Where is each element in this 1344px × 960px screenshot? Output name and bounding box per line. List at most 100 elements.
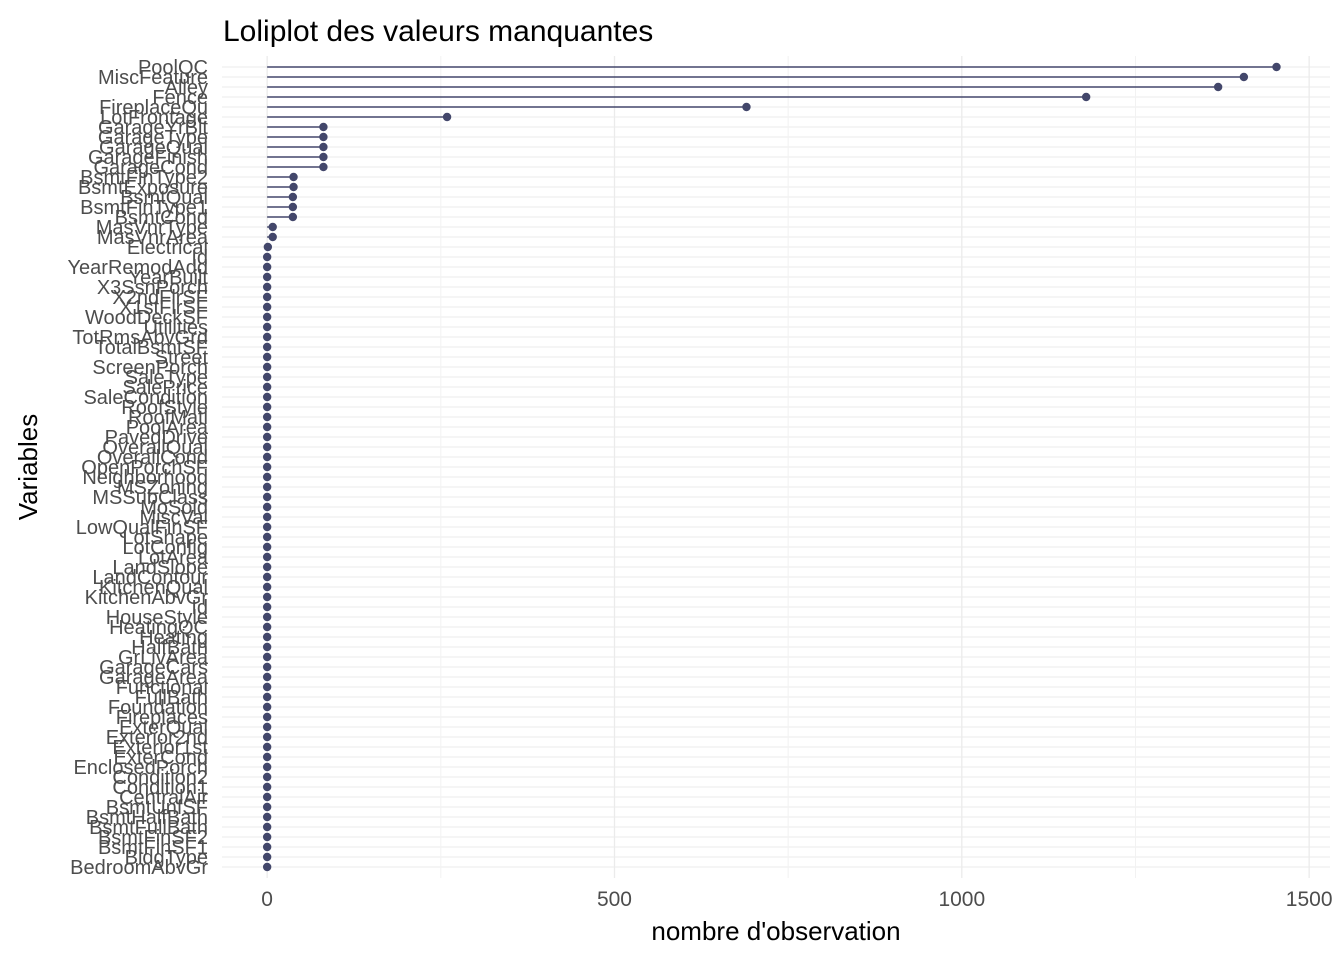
y-tick-label: SalePrice [122,377,208,399]
lollipop-point [262,692,272,702]
lollipop-point [262,782,272,792]
lollipop-point [262,772,272,782]
lollipop-point [289,172,298,182]
y-tick-label: LotConfig [122,537,208,559]
lollipop-point [262,562,272,572]
y-tick-label: Id [191,247,208,269]
y-tick-label: OpenPorchSF [81,457,208,479]
lollipop-point [262,762,272,772]
y-tick-label: GarageFinish [88,147,208,169]
y-tick-label: SaleType [125,367,208,389]
lollipop-point [262,652,272,662]
lollipop-point [262,632,272,642]
lollipop-point [262,262,272,272]
y-tick-label: LandContour [92,567,208,589]
y-tick-label: LowQualFinSF [76,517,208,539]
lollipop-point [262,522,272,532]
y-tick-label: MSSubClass [92,487,208,509]
lollipop-point [262,292,272,302]
y-tick-label: LotShape [122,527,208,549]
lollipop-point [262,512,272,522]
y-tick-label: BsmtUnfSF [106,797,208,819]
y-tick-label: Id [191,597,208,619]
lollipop-point [262,362,272,372]
y-tick-label: Street [155,347,209,369]
y-tick-label: MasVnrType [96,217,208,239]
y-tick-label: BsmtCond [115,207,208,229]
y-tick-label: PoolArea [126,417,209,439]
y-tick-label: Fence [152,87,208,109]
lollipop-point [262,642,272,652]
y-axis-title: Variables [13,414,43,520]
y-tick-label: HeatingQC [109,617,208,639]
lollipop-point [288,192,298,202]
lollipop-point [442,112,452,122]
y-tick-label: Heating [139,627,208,649]
lollipop-point [262,682,272,692]
lollipop-point [262,422,272,432]
y-tick-label: GarageYrBlt [98,117,208,139]
y-tick-label: BsmtHalfBath [86,807,208,829]
lollipop-point [262,572,272,582]
lollipop-point [263,242,273,252]
y-tick-label: TotalBsmtSF [95,337,208,359]
lollipop-point [262,752,272,762]
y-tick-label: RoofMatl [128,407,208,429]
y-tick-label: LotArea [138,547,209,569]
lollipop-point [1272,62,1281,72]
y-tick-label: GrLivArea [118,647,209,669]
y-tick-label: GarageCond [93,157,208,179]
y-tick-labels: PoolQCMiscFeatureAlleyFenceFireplaceQuLo… [68,57,209,879]
lollipop-point [262,492,272,502]
y-tick-label: EnclosedPorch [73,757,208,779]
lollipop-point [262,852,272,862]
y-tick-label: BsmtExposure [78,177,208,199]
lollipop-point [288,202,298,212]
lollipop-point [262,322,272,332]
y-tick-label: Functional [116,677,208,699]
x-tick-label: 500 [597,888,632,911]
y-tick-label: FireplaceQu [99,97,208,119]
y-tick-label: MasVnrArea [97,227,209,249]
lollipop-point [262,412,272,422]
y-tick-label: FullBath [135,687,208,709]
y-tick-label: Utilities [144,317,208,339]
y-tick-label: MiscFeature [98,67,208,89]
chart-title: Loliplot des valeurs manquantes [223,15,653,48]
lollipop-point [262,742,272,752]
lollipop-point [262,842,272,852]
y-tick-label: GarageType [98,127,208,149]
y-tick-label: Condition2 [112,767,208,789]
lollipop-point [262,372,272,382]
y-tick-label: CentralAir [119,787,208,809]
y-tick-label: LotFrontage [100,107,208,129]
y-tick-label: GarageArea [99,667,209,689]
lollipop-point [262,312,272,322]
y-tick-label: X3SsnPorch [97,277,208,299]
y-tick-label: WoodDeckSF [85,307,208,329]
y-tick-label: Electrical [127,237,208,259]
y-tick-label: BsmtFinType2 [80,167,208,189]
lollipop-point [319,162,328,172]
y-tick-label: Fireplaces [116,707,208,729]
y-tick-label: RoofStyle [121,397,208,419]
y-tick-label: OverallCond [97,447,208,469]
y-tick-label: MiscVal [139,507,208,529]
lollipop-point [262,482,272,492]
lollipop-point [262,612,272,622]
lollipop-point [262,332,272,342]
lollipop-point [262,732,272,742]
lollipop-point [262,702,272,712]
y-tick-label: HalfBath [131,637,208,659]
lollipop-point [262,662,272,672]
lollipop-point [262,532,272,542]
lollipop-point [742,102,751,112]
y-tick-label: ScreenPorch [92,357,208,379]
y-tick-label: Neighborhood [82,467,208,489]
lollipop-point [1213,82,1223,92]
lollipop-point [262,622,272,632]
lollipop-point [319,152,328,162]
lollipop-point [262,352,272,362]
x-tick-label: 0 [261,888,273,911]
y-tick-label: OverallQual [102,437,208,459]
